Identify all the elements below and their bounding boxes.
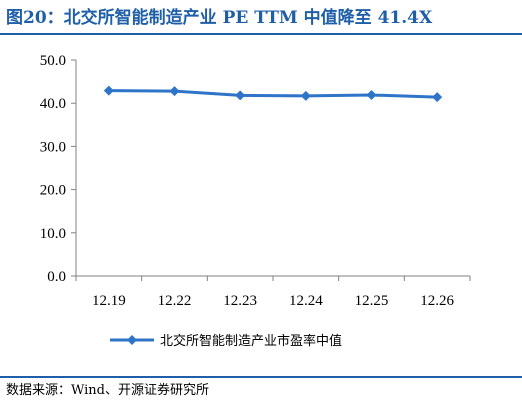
- y-tick-label: 50.0: [40, 53, 66, 69]
- x-tick-label: 12.23: [223, 293, 257, 309]
- footer-rule: [0, 376, 522, 378]
- data-point: [169, 86, 180, 97]
- legend-marker: [127, 335, 137, 345]
- y-tick-label: 10.0: [40, 226, 66, 242]
- series-line: [108, 89, 438, 99]
- y-axis-ticks: 0.0 10.0 20.0 30.0 40.0 50.0: [40, 53, 76, 285]
- x-axis-ticks: 12.19 12.22 12.23 12.24 12.25 12.26: [75, 276, 471, 309]
- figure-title: 图20：北交所智能制造产业 PE TTM 中值降至 41.4X: [6, 8, 433, 28]
- data-point: [366, 89, 377, 100]
- legend-label: 北交所智能制造产业市盈率中值: [160, 333, 342, 349]
- line-chart: 0.010.020.030.040.050.0 12.19 12.22 12.23 1…: [40, 53, 471, 349]
- chart-axes: [75, 60, 470, 277]
- x-tick-label: 12.19: [92, 293, 126, 309]
- y-tick-label: 30.0: [40, 139, 66, 155]
- x-tick-label: 12.22: [158, 293, 192, 309]
- data-point: [300, 90, 311, 101]
- series-layer: [103, 85, 443, 103]
- data-point: [103, 85, 114, 96]
- x-tick-label: 12.26: [420, 293, 454, 309]
- x-tick-label: 12.25: [355, 293, 389, 309]
- title-rule: [0, 33, 522, 35]
- data-source: 数据来源：Wind、开源证券研究所: [6, 383, 209, 398]
- y-tick-label: 40.0: [40, 96, 66, 112]
- y-tick-label: 20.0: [40, 183, 66, 199]
- legend: 北交所智能制造产业市盈率中值: [110, 333, 342, 349]
- x-tick-label: 12.24: [289, 293, 323, 309]
- y-tick-label: 0.0: [47, 269, 66, 285]
- data-point: [235, 90, 246, 101]
- data-point: [432, 92, 443, 103]
